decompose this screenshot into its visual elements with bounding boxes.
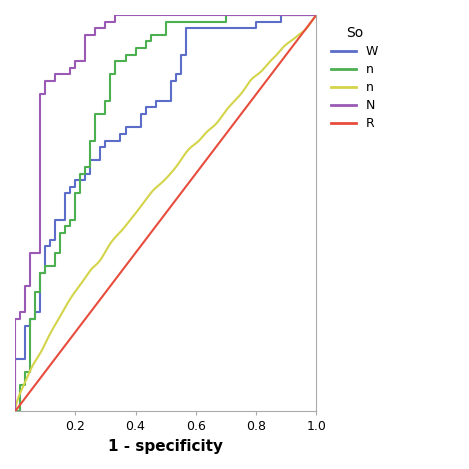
X-axis label: 1 - specificity: 1 - specificity [108,439,223,454]
Legend: W, n, n, N, R: W, n, n, N, R [325,21,383,135]
